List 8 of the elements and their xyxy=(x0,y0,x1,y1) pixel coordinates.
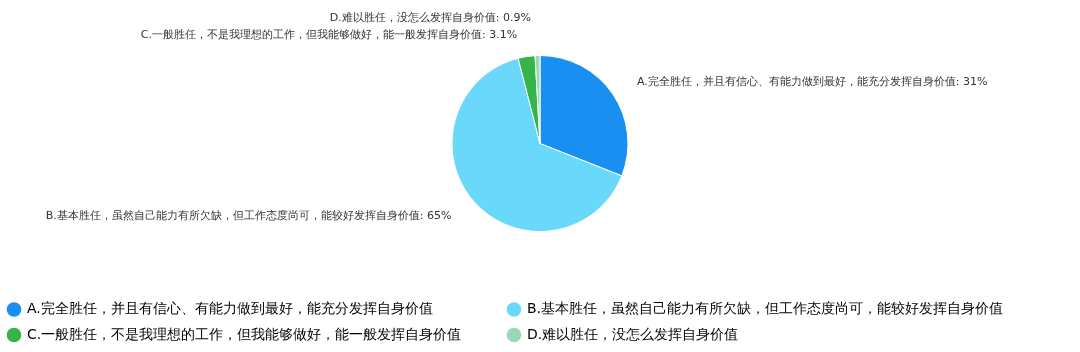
legend-label: A.完全胜任，并且有信心、有能力做到最好，能充分发挥自身价值 xyxy=(27,300,433,317)
data-label: B.基本胜任，虽然自己能力有所欠缺，但工作态度尚可，能较好发挥自身价值: 65% xyxy=(45,209,452,223)
data-label: C.一般胜任，不是我理想的工作，但我能够做好，能一般发挥自身价值: 3.1% xyxy=(140,27,518,41)
data-label: A.完全胜任，并且有信心、有能力做到最好，能充分发挥自身价值: 31% xyxy=(636,74,988,88)
legend-label: C.一般胜任，不是我理想的工作，但我能够做好，能一般发挥自身价值 xyxy=(27,326,462,342)
legend-label: B.基本胜任，虽然自己能力有所欠缺，但工作态度尚可，能较好发挥自身价值 xyxy=(527,300,1004,317)
data-label: D.难以胜任，没怎么发挥自身价值: 0.9% xyxy=(329,10,531,24)
legend-label: D.难以胜任，没怎么发挥自身价值 xyxy=(527,326,739,342)
